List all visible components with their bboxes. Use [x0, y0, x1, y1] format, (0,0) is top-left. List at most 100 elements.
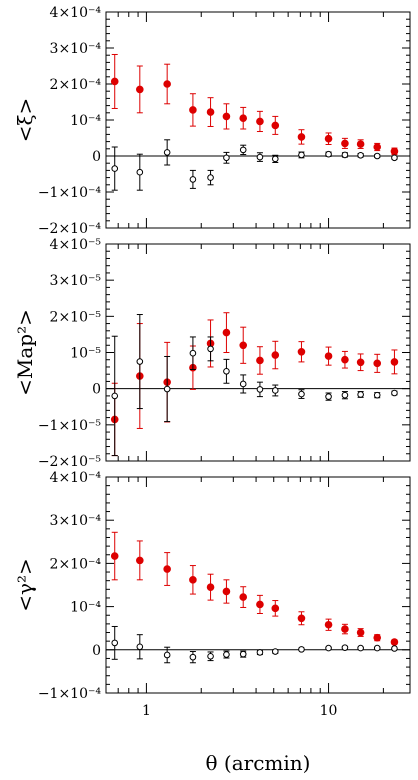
data-point	[223, 651, 230, 658]
data-point	[189, 106, 197, 114]
panel-1: −2×10⁻⁴ −1×10⁻⁴ 0 10⁻⁴ 2×10⁻⁴ 3×10⁻⁴ 4×10⁻⁴ <ξ>	[13, 5, 411, 237]
data-point	[163, 80, 171, 88]
series-red-filled	[110, 53, 399, 156]
data-point	[163, 385, 171, 393]
data-point	[324, 134, 333, 143]
y-tick-label: 3×10⁻⁴	[50, 513, 102, 529]
data-point	[271, 155, 279, 163]
data-point	[356, 358, 365, 367]
panel-2: −2×10⁻⁵ −1×10⁻⁵ 0 10⁻⁵ 2×10⁻⁵ 3×10⁻⁵ 4×10⁻⁵ <Ma…	[13, 237, 411, 470]
data-point	[341, 151, 349, 159]
data-point	[163, 651, 171, 659]
data-point	[136, 168, 144, 176]
y-axis-label: <ξ>	[13, 98, 37, 143]
y-tick-label: 3×10⁻⁴	[50, 41, 102, 57]
data-point	[341, 355, 349, 364]
data-point	[271, 604, 280, 613]
data-point	[111, 392, 119, 400]
data-point	[222, 587, 231, 596]
data-point	[207, 174, 214, 181]
panel-3: −1×10⁻⁴ 0 10⁻⁴ 2×10⁻⁴ 3×10⁻⁴ 4×10⁻⁴ <γ²>	[13, 470, 411, 702]
data-point	[390, 147, 399, 156]
data-point	[256, 153, 264, 161]
series-red-filled	[110, 531, 399, 646]
data-point	[256, 649, 264, 656]
data-point	[136, 85, 144, 94]
y-tick-label: 0	[92, 643, 101, 659]
y-tick-label: 10⁻⁴	[70, 113, 101, 129]
data-point	[163, 565, 171, 573]
data-point	[357, 391, 364, 398]
data-point	[341, 644, 349, 651]
data-point	[136, 643, 144, 651]
data-point	[373, 359, 382, 368]
data-point	[111, 165, 119, 172]
data-point	[207, 652, 214, 660]
plot-frame	[105, 476, 411, 694]
y-axis-label: <γ²>	[13, 558, 37, 612]
data-point	[189, 576, 197, 584]
data-point	[324, 620, 333, 629]
plot-frame	[105, 243, 411, 462]
series-black-open	[111, 139, 398, 191]
series-black-open	[111, 314, 398, 457]
y-tick-label: 4×10⁻⁵	[50, 237, 102, 253]
y-tick-label: 2×10⁻⁵	[50, 309, 102, 325]
data-point	[223, 154, 230, 162]
data-point	[356, 628, 365, 637]
data-point	[373, 152, 381, 160]
y-tick-label: −1×10⁻⁵	[38, 418, 102, 434]
data-point	[239, 593, 248, 601]
data-point	[239, 380, 247, 388]
data-point	[391, 645, 398, 652]
data-point	[325, 644, 332, 652]
data-point	[391, 154, 398, 162]
data-point	[297, 614, 306, 623]
data-point	[297, 133, 306, 141]
data-point	[271, 387, 279, 394]
y-tick-label: 4×10⁻⁴	[50, 470, 102, 486]
y-tick-label: 10⁻⁵	[70, 346, 101, 362]
data-point	[271, 648, 279, 655]
data-point	[136, 556, 144, 565]
data-point	[189, 349, 197, 357]
y-tick-label: −2×10⁻⁵	[38, 454, 102, 470]
data-point	[256, 386, 264, 393]
y-tick-label: −1×10⁻⁴	[38, 686, 102, 702]
data-point	[111, 639, 119, 647]
data-point	[391, 389, 398, 397]
data-point	[256, 600, 264, 609]
data-point	[298, 646, 305, 653]
data-point	[239, 146, 247, 154]
y-tick-label: 10⁻⁴	[70, 600, 101, 616]
data-point	[239, 114, 248, 122]
y-tick-label: 2×10⁻⁴	[50, 77, 102, 93]
data-point	[207, 345, 214, 353]
data-point	[110, 77, 119, 86]
data-point	[110, 552, 119, 560]
data-point	[271, 351, 280, 359]
data-point	[356, 140, 365, 148]
data-point	[324, 352, 333, 360]
data-point	[357, 151, 364, 159]
data-point	[341, 625, 349, 633]
data-point	[298, 390, 305, 398]
data-point	[341, 139, 349, 148]
data-point	[373, 633, 382, 642]
data-point	[222, 112, 231, 121]
series-black-open	[111, 625, 398, 664]
y-tick-label: −1×10⁻⁴	[38, 185, 102, 201]
data-point	[163, 149, 171, 156]
y-tick-label: 0	[92, 149, 101, 165]
y-tick-label: 4×10⁻⁴	[50, 5, 102, 21]
data-point	[136, 358, 144, 365]
x-axis-label: θ (arcmin)	[206, 751, 311, 775]
data-point	[222, 328, 231, 337]
data-point	[357, 644, 364, 652]
y-tick-label: 3×10⁻⁵	[50, 273, 102, 289]
data-point	[297, 347, 306, 356]
y-tick-label: −2×10⁻⁴	[38, 221, 102, 237]
data-point	[373, 391, 381, 399]
data-point	[325, 150, 332, 158]
